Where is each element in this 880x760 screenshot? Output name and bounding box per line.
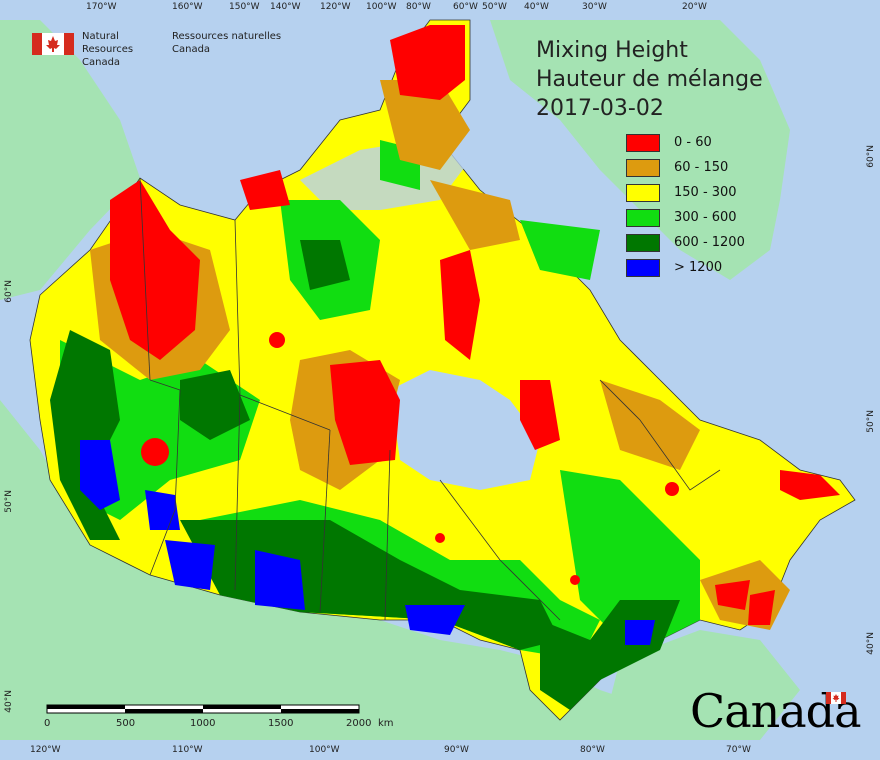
lat-tick-left: 60°N [4, 280, 14, 303]
zone-gt-1200-bc [80, 440, 120, 510]
lon-tick-top: 30°W [582, 2, 607, 12]
zone-0-60-spot [435, 533, 445, 543]
legend-label: 300 - 600 [674, 210, 737, 225]
zone-600-1200-prairies [180, 520, 560, 650]
zone-0-60-spot [269, 332, 285, 348]
zone-60-150-north [430, 180, 520, 250]
title-french: Hauteur de mélange [536, 67, 763, 92]
usa-land [0, 400, 630, 740]
lon-tick-bottom: 110°W [172, 745, 203, 755]
lon-tick-top: 50°W [482, 2, 507, 12]
scale-unit: km [378, 718, 394, 729]
zone-600-1200-arctic [300, 240, 350, 290]
zone-600-1200-nwt [180, 370, 250, 440]
alaska-land [0, 20, 140, 300]
legend-swatch [626, 259, 660, 277]
zone-300-600-ne [520, 220, 600, 280]
canada-flag-icon [32, 33, 74, 55]
zone-0-60-arctic [240, 170, 290, 210]
zone-0-60-spot [665, 482, 679, 496]
scale-label: 1000 [190, 718, 216, 729]
legend-label: 600 - 1200 [674, 235, 745, 250]
title-date: 2017-03-02 [536, 96, 664, 121]
lat-tick-left: 50°N [4, 490, 14, 513]
lon-tick-top: 80°W [406, 2, 431, 12]
zone-gt-1200-quebec [625, 620, 655, 645]
lat-tick-left: 40°N [4, 690, 14, 713]
zone-0-60-novascotia [715, 580, 750, 610]
zone-0-60-spot [141, 438, 169, 466]
zone-0-60-newfoundland [780, 470, 840, 500]
scale-label: 2000 [346, 718, 372, 729]
agency-name-en-line1: Natural Resources [82, 31, 134, 55]
province-borders [139, 177, 721, 621]
zone-600-1200-bc [50, 330, 120, 540]
legend-label: 60 - 150 [674, 160, 729, 175]
lon-tick-bottom: 90°W [444, 745, 469, 755]
lon-tick-bottom: 70°W [726, 745, 751, 755]
agency-name-fr-line2: Canada [172, 44, 211, 55]
lat-tick-right: 40°N [866, 632, 876, 655]
map-title: Mixing Height Hauteur de mélange 2017-03… [536, 36, 763, 123]
lat-tick-right: 60°N [866, 145, 876, 168]
legend-label: > 1200 [674, 260, 723, 275]
legend-swatch [626, 209, 660, 227]
lat-tick-right: 50°N [866, 410, 876, 433]
zone-gt-1200-manitoba [255, 550, 305, 610]
zone-60-150-baffin [380, 80, 470, 170]
zone-gt-1200-ontario [405, 605, 465, 635]
scale-label: 500 [116, 718, 136, 729]
usa-east-land [600, 630, 800, 740]
zone-0-60-spot [570, 575, 580, 585]
lon-tick-top: 60°W [453, 2, 478, 12]
lon-tick-bottom: 120°W [30, 745, 61, 755]
zone-gt-1200-sask [165, 540, 215, 590]
agency-name-en-line2: Canada [82, 57, 121, 68]
legend-swatch [626, 184, 660, 202]
lon-tick-top: 100°W [366, 2, 397, 12]
zone-300-600-east [560, 470, 700, 640]
zone-0-60-baffin [440, 250, 480, 360]
wordmark-flag-icon [826, 692, 846, 704]
lon-tick-top: 140°W [270, 2, 301, 12]
zone-0-60-ns2 [748, 590, 775, 625]
legend-label: 150 - 300 [674, 185, 737, 200]
lon-tick-top: 170°W [86, 2, 117, 12]
legend-swatch [626, 234, 660, 252]
lon-tick-bottom: 80°W [580, 745, 605, 755]
lon-tick-top: 20°W [682, 2, 707, 12]
zone-0-60-ellesmere [390, 25, 465, 100]
lon-tick-top: 150°W [229, 2, 260, 12]
zone-0-60-hudson-west [330, 360, 400, 465]
scale-bar-graphic [46, 704, 360, 714]
scale-bar: 0 500 1000 1500 2000 km [40, 702, 394, 732]
zone-0-60-quebec [520, 380, 560, 450]
zone-0-60-yukon [110, 180, 200, 360]
zone-60-150-labrador [600, 380, 700, 470]
title-english: Mixing Height [536, 38, 688, 63]
hudson-bay [390, 370, 540, 490]
legend-label: 0 - 60 [674, 135, 712, 150]
lon-tick-top: 160°W [172, 2, 203, 12]
lon-tick-top: 40°W [524, 2, 549, 12]
legend-swatch [626, 159, 660, 177]
lon-tick-bottom: 100°W [309, 745, 340, 755]
agency-name-fr-line1: Ressources naturelles [172, 31, 282, 42]
scale-label: 0 [44, 718, 51, 729]
scale-label: 1500 [268, 718, 294, 729]
lon-tick-top: 120°W [320, 2, 351, 12]
legend-swatch [626, 134, 660, 152]
